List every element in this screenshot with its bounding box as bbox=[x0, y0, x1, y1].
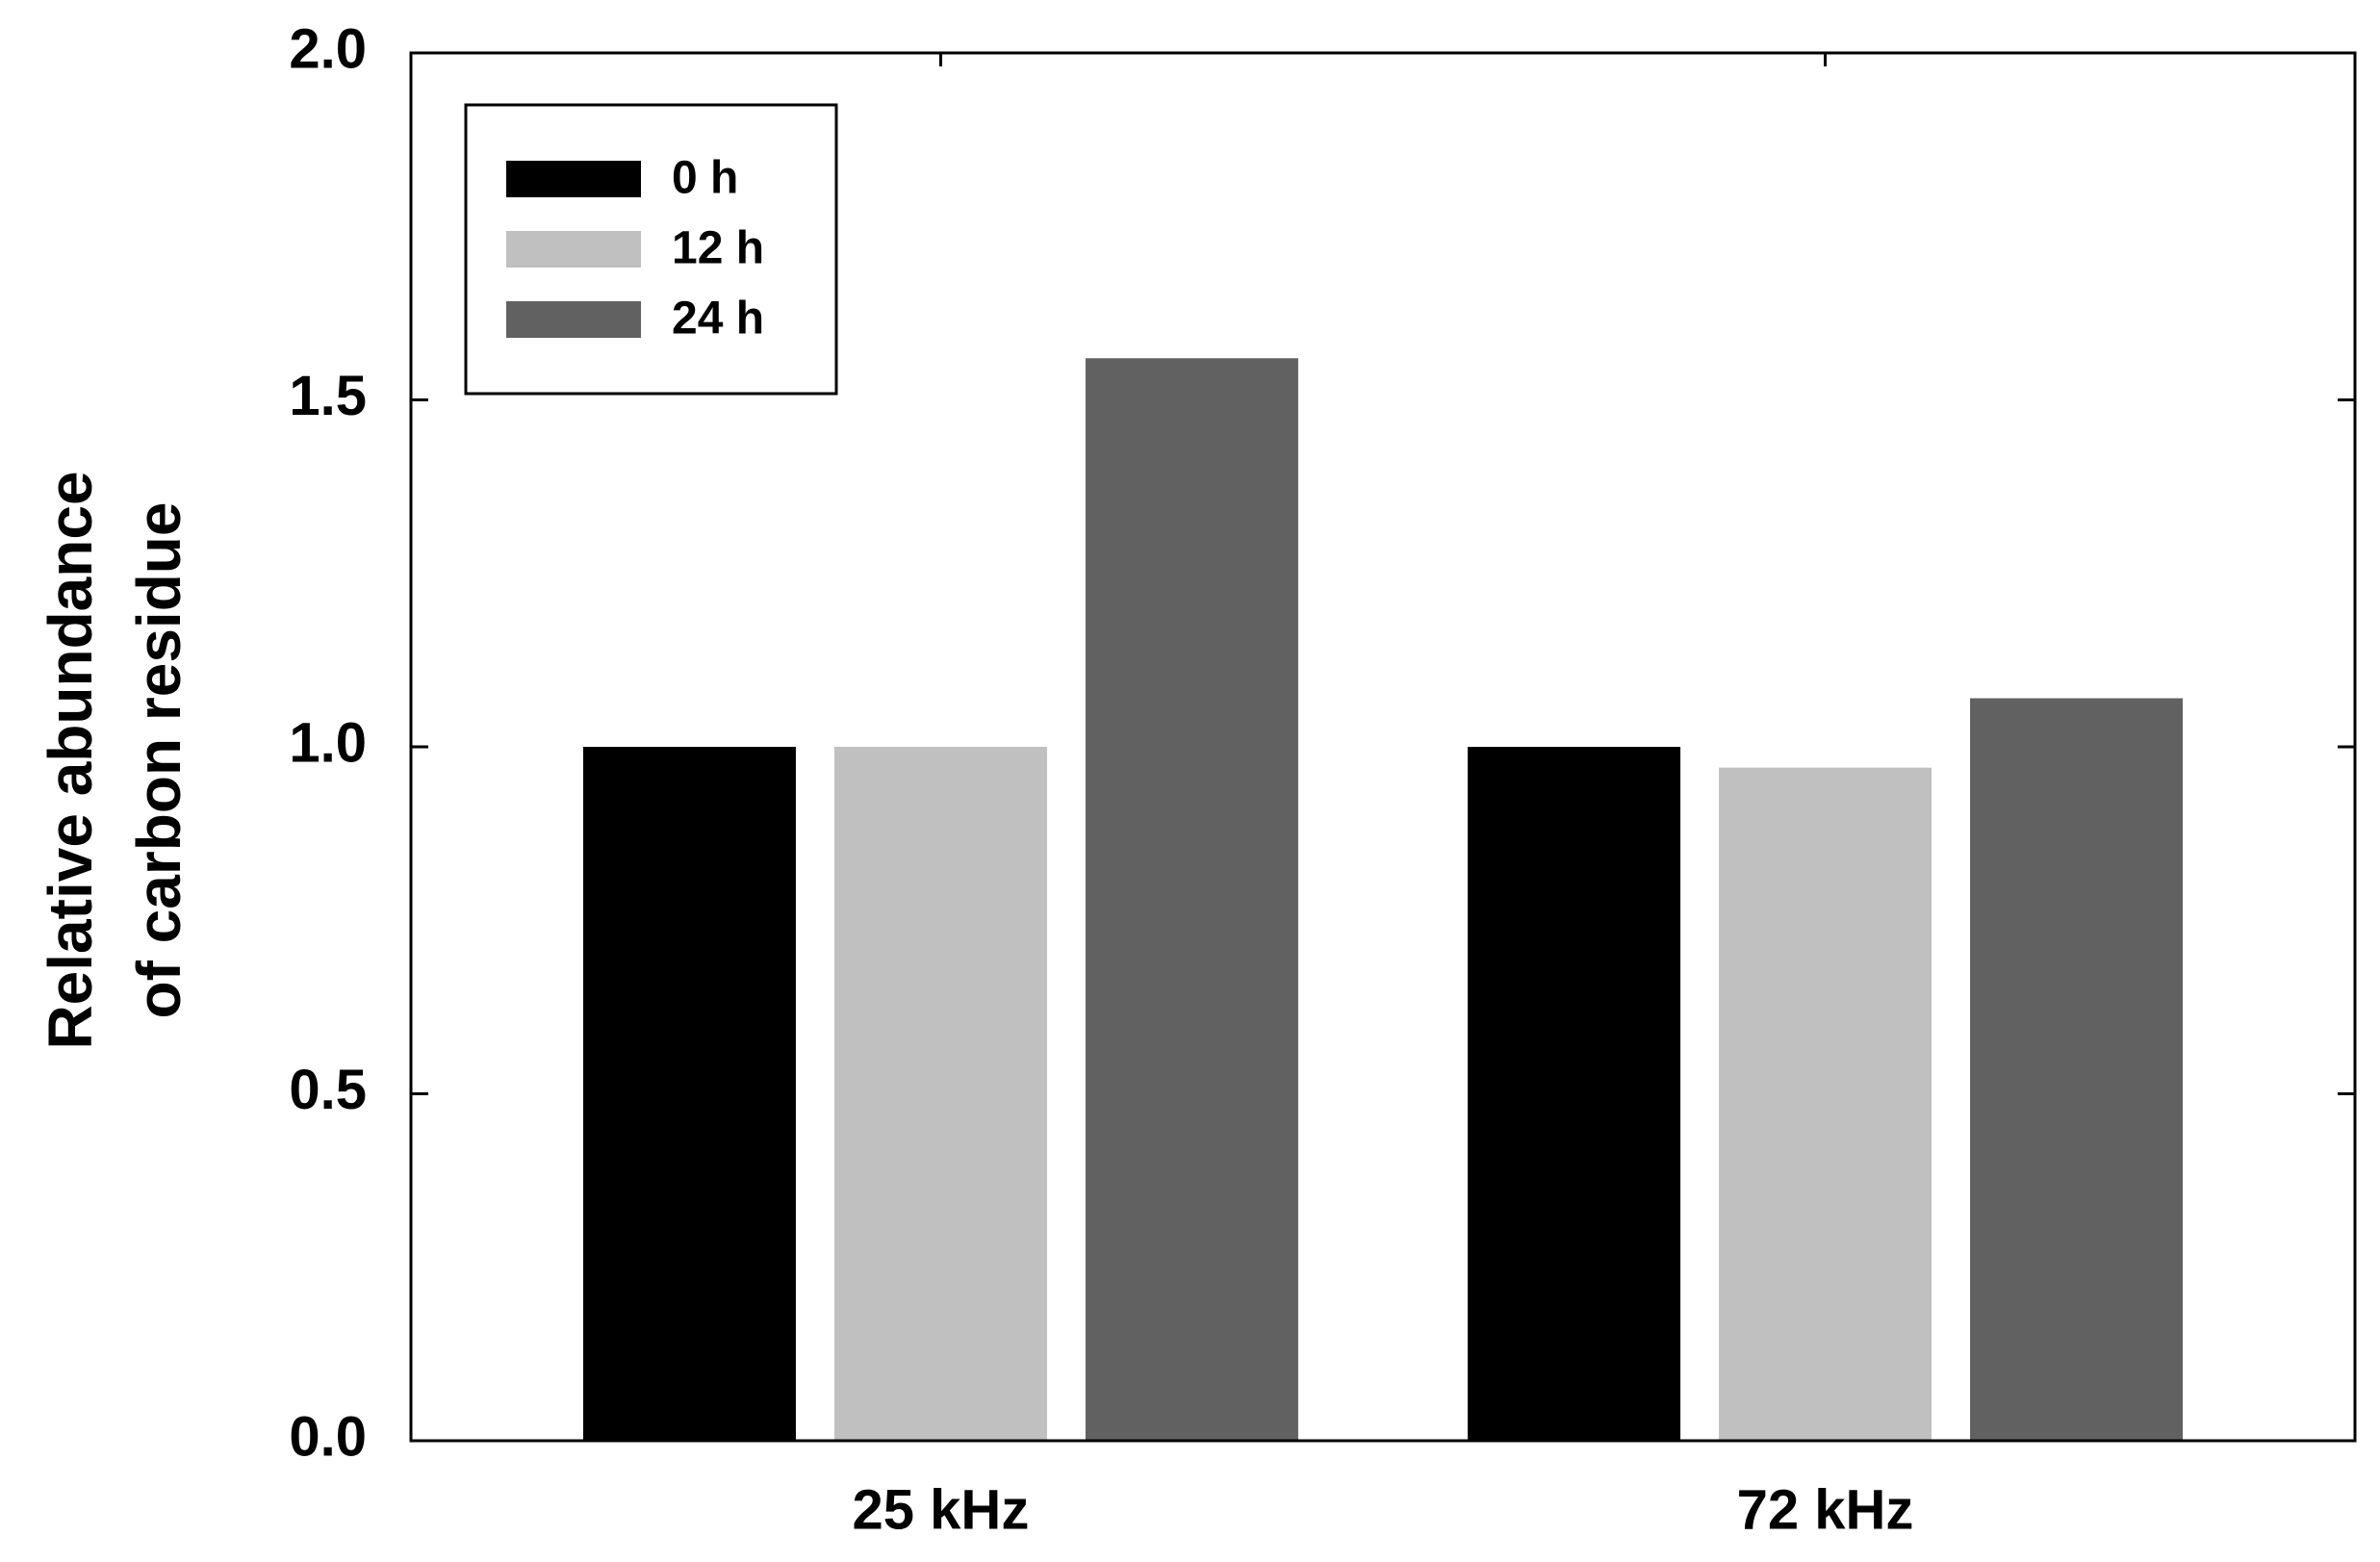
bar bbox=[582, 747, 796, 1441]
y-tick-label: 1.0 bbox=[289, 711, 367, 774]
plot-frame bbox=[409, 51, 2357, 1443]
bar bbox=[1085, 358, 1298, 1441]
y-tick-label: 2.0 bbox=[289, 17, 367, 80]
legend-label: 0 h bbox=[672, 153, 738, 204]
bar bbox=[833, 747, 1047, 1441]
y-axis-label: Relative abundance bbox=[36, 471, 105, 1049]
legend-label: 24 h bbox=[672, 294, 764, 345]
y-axis-label: of carbon residue bbox=[124, 502, 193, 1019]
legend-swatch bbox=[506, 231, 641, 268]
legend-label: 12 h bbox=[672, 223, 764, 274]
x-tick-label: 25 kHz bbox=[853, 1478, 1030, 1541]
x-tick-label: 72 kHz bbox=[1737, 1478, 1914, 1541]
y-tick-label: 0.5 bbox=[289, 1059, 367, 1121]
bar bbox=[1468, 747, 1681, 1441]
y-tick-label: 1.5 bbox=[289, 365, 367, 427]
y-tick-label: 0.0 bbox=[289, 1405, 367, 1468]
bar bbox=[1719, 767, 1932, 1441]
bar bbox=[1970, 698, 2184, 1441]
legend-swatch bbox=[506, 161, 641, 197]
legend-swatch bbox=[506, 301, 641, 338]
